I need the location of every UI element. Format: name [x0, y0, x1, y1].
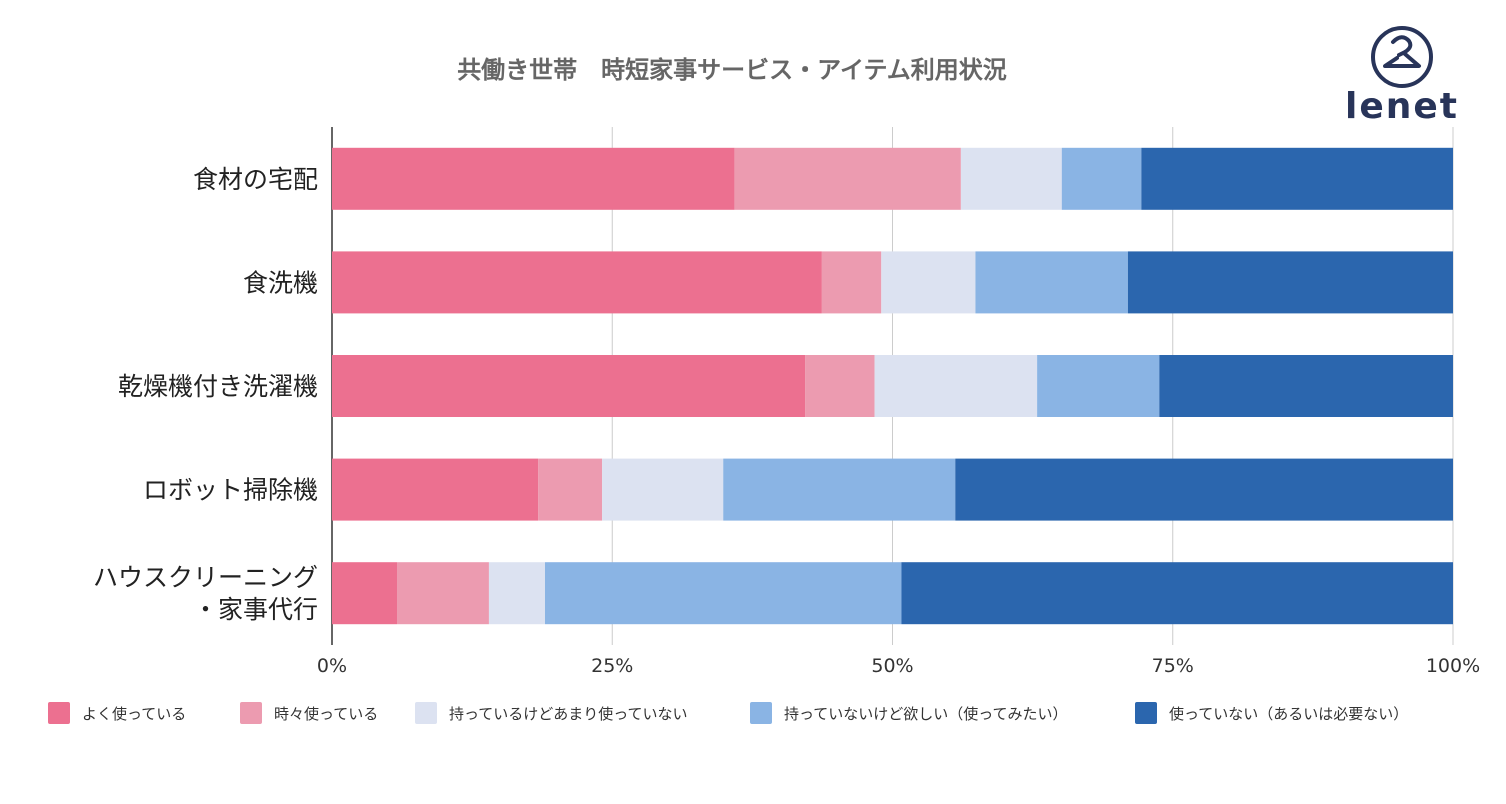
lenet-logo: lenet	[1345, 26, 1459, 127]
category-label: ・家事代行	[193, 595, 318, 624]
legend-label: 持っていないけど欲しい（使ってみたい）	[784, 705, 1068, 723]
bars	[332, 147, 1453, 625]
bar-segment	[1159, 355, 1453, 417]
legend-label: よく使っている	[82, 705, 186, 723]
bar-segment	[332, 147, 735, 210]
bar-segment	[975, 251, 1128, 314]
bar-segment	[538, 458, 603, 521]
legend: よく使っている 時々使っている 持っているけどあまり使っていない 持っていないけど欲し…	[48, 702, 1408, 724]
bar-segment	[488, 562, 545, 625]
legend-swatch	[240, 702, 262, 724]
logo-hanger-icon	[1383, 35, 1421, 68]
legend-label: 使っていない（あるいは必要ない）	[1169, 705, 1408, 723]
logo-circle-icon	[1371, 26, 1433, 88]
category-label: 乾燥機付き洗濯機	[118, 372, 318, 401]
legend-swatch	[48, 702, 70, 724]
logo-text: lenet	[1345, 86, 1459, 127]
bar-segment	[602, 458, 724, 521]
bar-segment	[332, 355, 806, 417]
category-label: 食材の宅配	[193, 165, 318, 194]
bar-segment	[805, 355, 875, 417]
bar-segment	[734, 147, 961, 210]
bar-segment	[397, 562, 489, 625]
bar-segment	[1037, 355, 1160, 417]
category-label: ロボット掃除機	[143, 476, 318, 505]
bar-segment	[332, 251, 822, 314]
bar-segment	[332, 562, 398, 625]
bar-segment	[723, 458, 956, 521]
x-tick-label: 0%	[317, 655, 347, 677]
legend-label: 時々使っている	[274, 705, 378, 723]
legend-swatch	[1135, 702, 1157, 724]
x-tick-label: 100%	[1426, 655, 1480, 677]
x-tick-label: 50%	[871, 655, 913, 677]
bar-segment	[1061, 147, 1142, 210]
bar-segment	[955, 458, 1453, 521]
bar-segment	[960, 147, 1062, 210]
bar-segment	[332, 458, 539, 521]
x-tick-labels: 0% 25% 50% 75% 100%	[317, 655, 1480, 677]
x-tick-label: 75%	[1152, 655, 1194, 677]
category-label: 食洗機	[243, 268, 318, 297]
legend-swatch	[415, 702, 437, 724]
legend-label: 持っているけどあまり使っていない	[449, 705, 688, 723]
x-tick-label: 25%	[591, 655, 633, 677]
bar-segment	[901, 562, 1453, 625]
bar-segment	[1127, 251, 1453, 314]
category-label: ハウスクリーニング	[93, 563, 318, 592]
legend-swatch	[750, 702, 772, 724]
bar-segment	[821, 251, 882, 314]
bar-segment	[881, 251, 976, 314]
bar-segment	[874, 355, 1038, 417]
chart-title: 共働き世帯 時短家事サービス・アイテム利用状況	[457, 56, 1007, 84]
bar-segment	[544, 562, 902, 625]
bar-segment	[1141, 147, 1453, 210]
